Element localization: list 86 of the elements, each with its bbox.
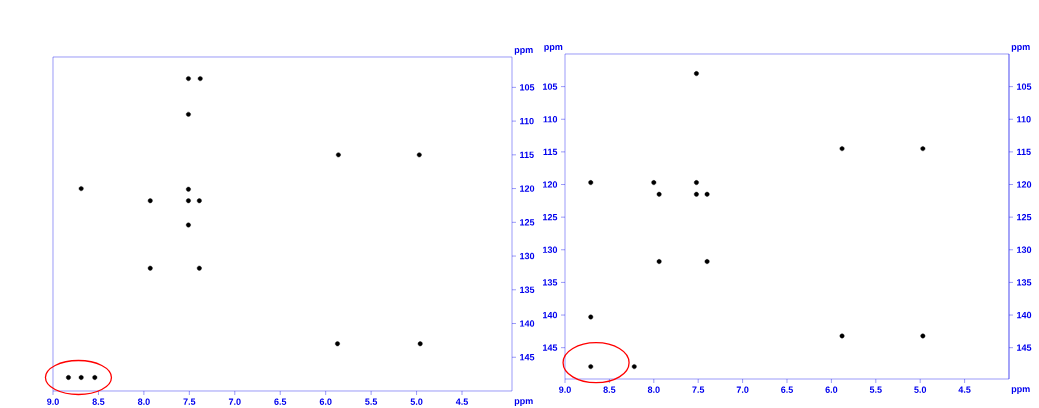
x-tick-label: 9.0 xyxy=(559,386,571,393)
y-tick-label: 130 xyxy=(543,246,558,253)
x-tick-label: 6.0 xyxy=(825,386,838,393)
x-tick-label: 6.5 xyxy=(781,386,793,393)
point xyxy=(186,186,191,192)
y2-tick-label: 145 xyxy=(1017,344,1032,351)
x-tick-label: 5.0 xyxy=(914,386,927,393)
y2-tick-label: 145 xyxy=(520,354,535,361)
point xyxy=(335,341,340,347)
y-tick-label: 145 xyxy=(543,344,558,351)
point xyxy=(417,341,423,347)
y2-tick-label: 130 xyxy=(1017,246,1032,253)
y-tick-label: 125 xyxy=(543,213,558,221)
x-tick-label: 8.0 xyxy=(647,386,660,393)
x-tick-label: 7.5 xyxy=(183,398,196,405)
point xyxy=(839,146,845,151)
x-tick-label: 7.0 xyxy=(228,398,241,405)
point xyxy=(588,314,594,320)
x-tick-label: 5.5 xyxy=(365,398,378,405)
y-tick-label: 105 xyxy=(543,83,558,90)
y2-axis-title: ppm xyxy=(514,47,533,55)
x-tick-label: 6.5 xyxy=(274,398,287,405)
y2-tick-label: 140 xyxy=(1017,311,1032,319)
point xyxy=(694,191,699,197)
y2-tick-label: 115 xyxy=(520,151,534,158)
point xyxy=(694,180,699,185)
y-tick-label: 120 xyxy=(543,181,558,188)
point xyxy=(66,374,71,380)
point xyxy=(186,198,191,204)
x-tick-label: 8.5 xyxy=(603,386,616,393)
y2-tick-label: 105 xyxy=(520,84,535,91)
x-axis-title: ppm xyxy=(514,399,533,406)
point xyxy=(196,198,202,204)
point xyxy=(839,333,845,339)
x-tick-label: 6.0 xyxy=(319,398,332,405)
y2-tick-label: 120 xyxy=(1017,181,1032,188)
point xyxy=(656,191,662,197)
point xyxy=(588,180,594,185)
y2-tick-label: 125 xyxy=(1017,213,1032,221)
x-tick-label: 7.0 xyxy=(736,386,749,393)
point xyxy=(196,265,202,271)
y2-tick-label: 105 xyxy=(1017,83,1032,90)
y-tick-label: 110 xyxy=(543,115,558,123)
y2-tick-label: 135 xyxy=(1017,279,1032,286)
y-axis-title: ppm xyxy=(544,44,563,52)
point xyxy=(78,186,84,191)
point xyxy=(631,364,637,369)
y2-tick-label: 130 xyxy=(520,252,535,260)
point xyxy=(704,259,710,264)
x-tick-label: 8.5 xyxy=(92,398,105,405)
point xyxy=(186,222,191,228)
point xyxy=(920,146,926,151)
point xyxy=(186,111,191,117)
point xyxy=(78,374,84,380)
x-tick-label: 4.5 xyxy=(455,398,469,405)
y2-tick-label: 135 xyxy=(520,286,535,293)
point xyxy=(147,265,153,271)
point xyxy=(656,259,662,264)
x-tick-label: 8.0 xyxy=(137,398,150,405)
point xyxy=(704,191,710,197)
y2-axis-title: ppm xyxy=(1011,44,1030,52)
y2-tick-label: 125 xyxy=(520,219,535,226)
point xyxy=(588,364,594,369)
x-tick-label: 4.5 xyxy=(958,386,971,393)
point xyxy=(92,374,98,380)
y2-tick-label: 110 xyxy=(520,117,534,125)
x-tick-label: 9.0 xyxy=(47,398,59,405)
point xyxy=(197,76,203,81)
point xyxy=(416,152,422,158)
y-tick-label: 140 xyxy=(543,311,558,319)
x-tick-label: 7.5 xyxy=(692,386,705,393)
y2-tick-label: 110 xyxy=(1017,115,1031,123)
y2-tick-label: 140 xyxy=(520,320,535,327)
point xyxy=(920,333,926,339)
point xyxy=(147,198,153,204)
x-tick-label: 5.5 xyxy=(869,386,882,393)
point xyxy=(186,76,191,81)
x-axis-title: ppm xyxy=(1011,387,1030,394)
y-tick-label: 115 xyxy=(543,148,558,155)
point xyxy=(651,180,657,185)
y-tick-label: 135 xyxy=(543,279,558,286)
point xyxy=(336,152,341,158)
y2-tick-label: 115 xyxy=(1017,148,1031,155)
y2-tick-label: 120 xyxy=(520,185,535,192)
x-tick-label: 5.0 xyxy=(410,398,423,405)
point xyxy=(694,71,699,76)
